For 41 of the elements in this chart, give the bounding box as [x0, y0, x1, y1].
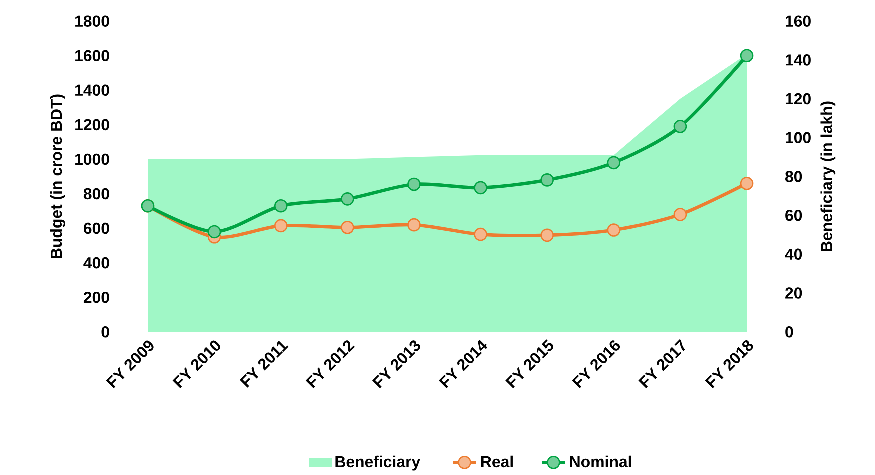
y2-tick-label: 120 [786, 93, 811, 105]
y2-tick-label: 100 [786, 132, 811, 144]
point [674, 120, 688, 134]
y-tick-label: 600 [84, 222, 110, 234]
y-tick-label: 200 [84, 292, 110, 304]
y2-tick-label: 40 [785, 248, 802, 260]
point [607, 156, 621, 170]
point [208, 225, 222, 239]
y2-tick-label: 60 [786, 210, 802, 222]
point [474, 181, 488, 195]
point [540, 228, 554, 242]
point [740, 49, 754, 63]
point [274, 200, 288, 213]
point [341, 221, 354, 234]
y-tick-label: 0 [102, 326, 110, 338]
point [474, 228, 488, 242]
y-tick-label: 1800 [76, 16, 110, 28]
point [341, 192, 354, 206]
y-tick-label: 800 [84, 188, 110, 200]
point [674, 208, 688, 222]
point [274, 219, 288, 233]
point [740, 177, 754, 190]
point [607, 224, 621, 237]
y2-tick-label: 80 [786, 171, 802, 182]
y-axis-title: Budget (in crore BDT) [50, 94, 66, 259]
y-tick-label: 1400 [76, 84, 110, 96]
y2-axis-title: Beneficiary (in lakh) [820, 102, 836, 252]
legend-label: Beneficiary [336, 456, 421, 471]
y-tick-label: 1600 [76, 50, 110, 62]
y2-tick-label: 0 [786, 326, 794, 338]
y-tick-label: 1200 [76, 119, 110, 131]
legend-label: Nominal [570, 456, 632, 468]
point [408, 178, 421, 192]
point [540, 174, 554, 187]
y2-tick-label: 160 [786, 16, 811, 28]
y-tick-label: 1000 [76, 154, 110, 166]
y-tick-label: 400 [84, 258, 110, 269]
y2-tick-label: 140 [786, 54, 811, 66]
y2-tick-label: 20 [786, 288, 802, 299]
point [408, 218, 421, 232]
legend-label: Real [481, 456, 513, 468]
